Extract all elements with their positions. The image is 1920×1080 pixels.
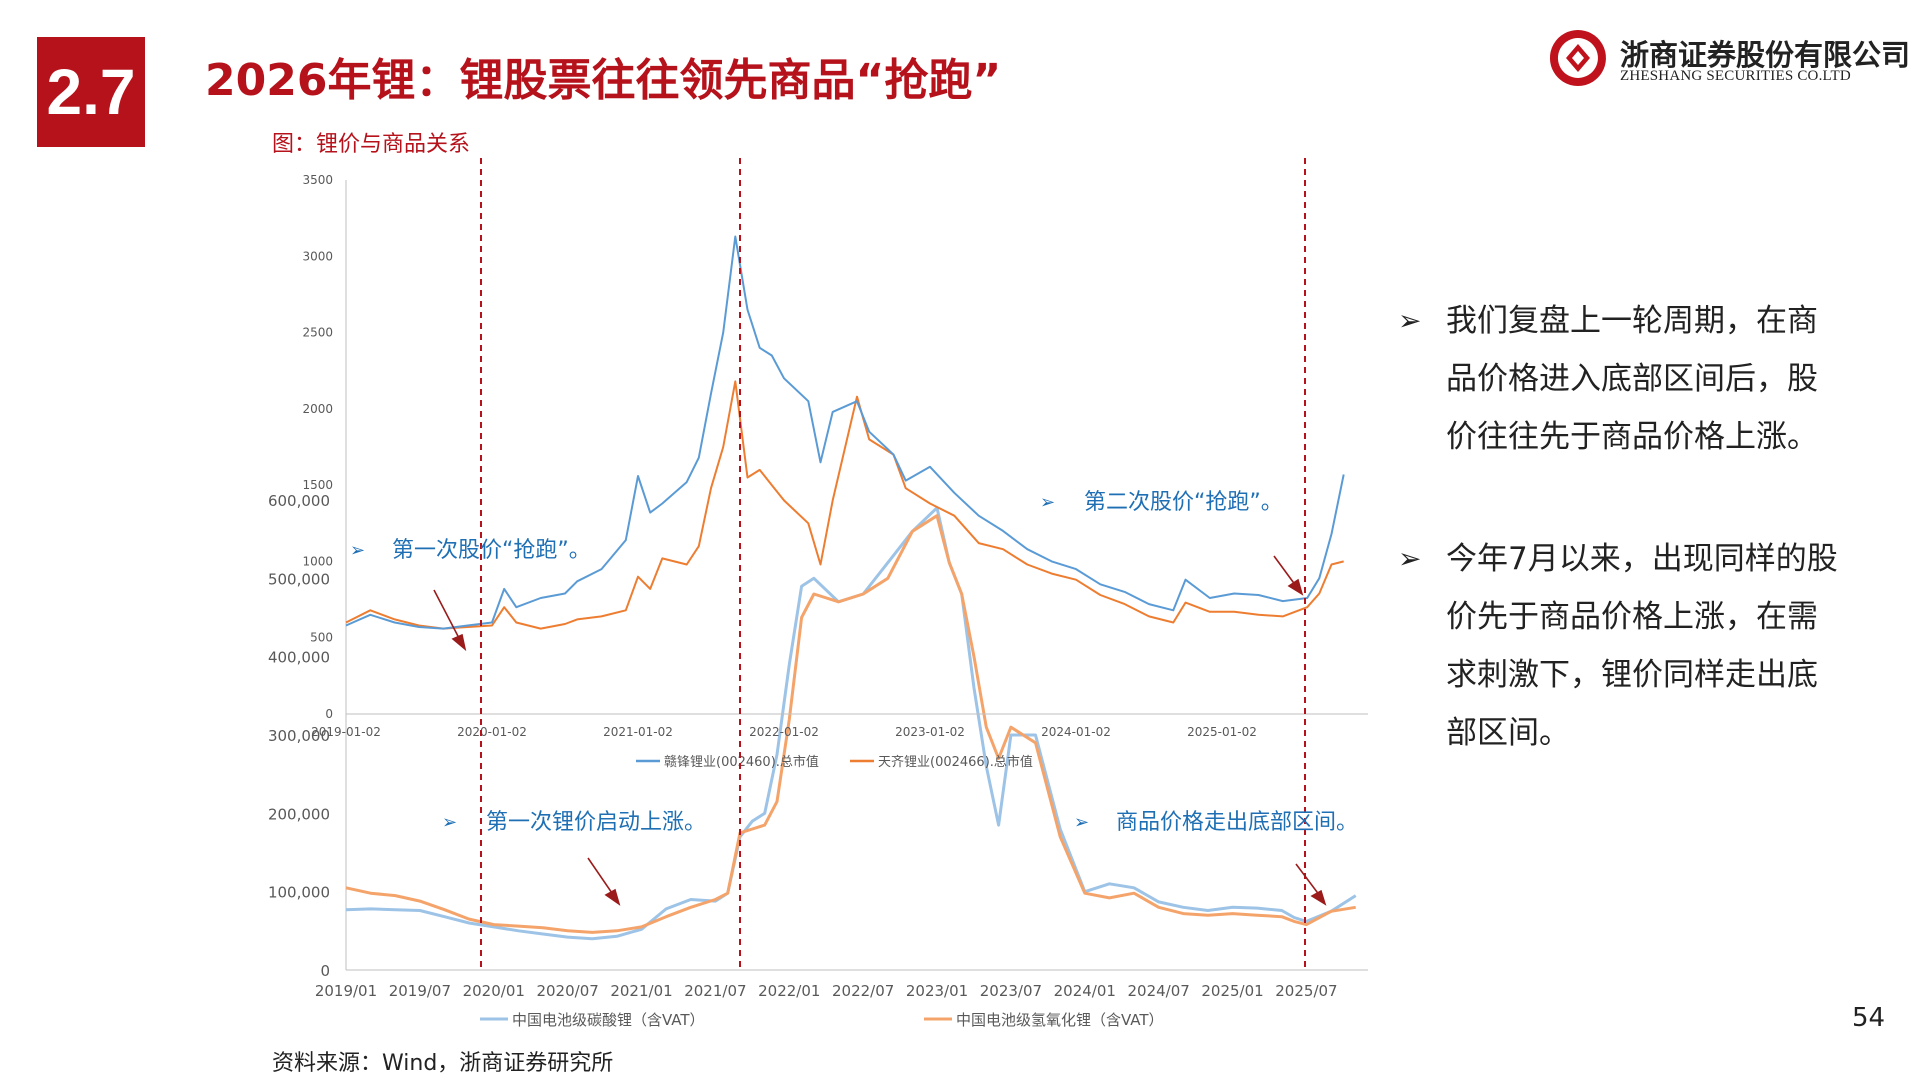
price-x-tick-label: 2024/01 — [1054, 982, 1116, 1000]
page-number: 54 — [1852, 1003, 1886, 1033]
bullet-arrow-icon: ➢ — [442, 812, 457, 833]
stock-legend-label: 天齐锂业(002466).总市值 — [878, 754, 1033, 770]
stock-series-line-2 — [345, 380, 1344, 630]
logo-emblem-icon — [1549, 30, 1606, 86]
price-y-tick-label: 0 — [320, 962, 330, 980]
key-points: ➢ 我们复盘上一轮周期，在商品价格进入底部区间后，股价往往先于商品价格上涨。 ➢… — [1398, 292, 1858, 826]
price-x-tick-label: 2020/07 — [536, 982, 598, 1000]
company-name-cn: 浙商证券股份有限公司 — [1620, 38, 1911, 72]
arrow-price-second — [1295, 863, 1321, 897]
annotation-price-second: 商品价格走出底部区间。 — [1116, 810, 1358, 835]
company-logo: 浙商证券股份有限公司 ZHESHANG SECURITIES CO.LTD — [1546, 30, 1910, 90]
company-name-en: ZHESHANG SECURITIES CO.LTD — [1620, 68, 1851, 84]
arrow-price-first — [587, 857, 615, 897]
price-legend-label: 中国电池级碳酸锂（含VAT） — [512, 1011, 705, 1029]
price-series-line-2 — [345, 514, 1356, 934]
price-x-tick-label: 2025/07 — [1275, 982, 1337, 1000]
price-y-tick-label: 300,000 — [268, 727, 330, 745]
price-x-tick-label: 2024/07 — [1128, 982, 1190, 1000]
price-y-tick-label: 500,000 — [268, 570, 330, 588]
price-x-tick-label: 2022/01 — [758, 982, 820, 1000]
bullet-text: 我们复盘上一轮周期，在商品价格进入底部区间后，股价往往先于商品价格上涨。 — [1446, 303, 1818, 455]
arrow-stock-first — [433, 589, 461, 641]
annotation-price-first: 第一次锂价启动上涨。 — [486, 810, 706, 835]
stock-y-tick-label: 3000 — [302, 249, 333, 263]
stock-series-line-1 — [345, 235, 1345, 630]
bullet-point: ➢ 我们复盘上一轮周期，在商品价格进入底部区间后，股价往往先于商品价格上涨。 — [1398, 292, 1858, 466]
arrow-price-second-head — [1310, 889, 1327, 906]
arrow-stock-second — [1273, 555, 1297, 587]
bullet-arrow-icon: ➢ — [1040, 492, 1055, 513]
stock-legend-label: 赣锋锂业(002460).总市值 — [664, 754, 819, 770]
arrow-stock-second-head — [1287, 578, 1304, 596]
price-x-tick-label: 2023/07 — [980, 982, 1042, 1000]
section-number-badge: 2.7 — [37, 37, 145, 147]
stock-x-tick-label: 2025-01-02 — [1187, 725, 1257, 739]
stock-y-tick-label: 2000 — [302, 402, 333, 416]
price-y-tick-label: 400,000 — [268, 649, 330, 667]
annotation-stock-first: 第一次股价“抢跑”。 — [392, 538, 591, 563]
price-x-tick-label: 2019/01 — [315, 982, 377, 1000]
stock-x-tick-label: 2022-01-02 — [749, 725, 819, 739]
stock-y-tick-label: 500 — [310, 631, 333, 645]
source-note: 资料来源：Wind，浙商证券研究所 — [272, 1051, 614, 1076]
price-y-tick-label: 100,000 — [268, 884, 330, 902]
price-x-tick-label: 2021/01 — [610, 982, 672, 1000]
price-x-tick-label: 2023/01 — [906, 982, 968, 1000]
stock-x-tick-label: 2023-01-02 — [895, 725, 965, 739]
stock-y-tick-label: 3500 — [302, 173, 333, 187]
price-x-tick-label: 2020/01 — [463, 982, 525, 1000]
stock-y-tick-label: 1500 — [302, 478, 333, 492]
stock-x-tick-label: 2020-01-02 — [457, 725, 527, 739]
annotation-stock-second: 第二次股价“抢跑”。 — [1084, 490, 1283, 515]
price-x-tick-label: 2025/01 — [1201, 982, 1263, 1000]
price-legend-label: 中国电池级氢氧化锂（含VAT） — [956, 1011, 1164, 1029]
price-y-tick-label: 600,000 — [268, 492, 330, 510]
arrow-stock-first-head — [451, 633, 467, 652]
stock-y-tick-label: 2500 — [302, 326, 333, 340]
price-y-tick-label: 200,000 — [268, 805, 330, 823]
stock-x-tick-label: 2021-01-02 — [603, 725, 673, 739]
price-x-tick-label: 2019/07 — [389, 982, 451, 1000]
stock-y-tick-label: 0 — [325, 707, 333, 721]
price-x-tick-label: 2021/07 — [684, 982, 746, 1000]
bullet-arrow-icon: ➢ — [1074, 812, 1089, 833]
bullet-point: ➢ 今年7月以来，出现同样的股价先于商品价格上涨，在需求刺激下，锂价同样走出底部… — [1398, 530, 1858, 762]
bullet-arrow-icon: ➢ — [1398, 304, 1422, 337]
price-series-line-1 — [345, 506, 1357, 941]
figure-title: 图：锂价与商品关系 — [272, 132, 471, 157]
bullet-text: 今年7月以来，出现同样的股价先于商品价格上涨，在需求刺激下，锂价同样走出底部区间… — [1446, 541, 1838, 751]
slide-title: 2026年锂：锂股票往往领先商品“抢跑” — [205, 55, 1002, 106]
bullet-arrow-icon: ➢ — [350, 540, 365, 561]
arrow-price-first-head — [604, 888, 621, 906]
stock-y-tick-label: 1000 — [302, 554, 333, 568]
bullet-arrow-icon: ➢ — [1398, 542, 1422, 575]
stock-x-tick-label: 2024-01-02 — [1041, 725, 1111, 739]
stock-x-tick-label: 2019-01-02 — [311, 725, 381, 739]
price-x-tick-label: 2022/07 — [832, 982, 894, 1000]
